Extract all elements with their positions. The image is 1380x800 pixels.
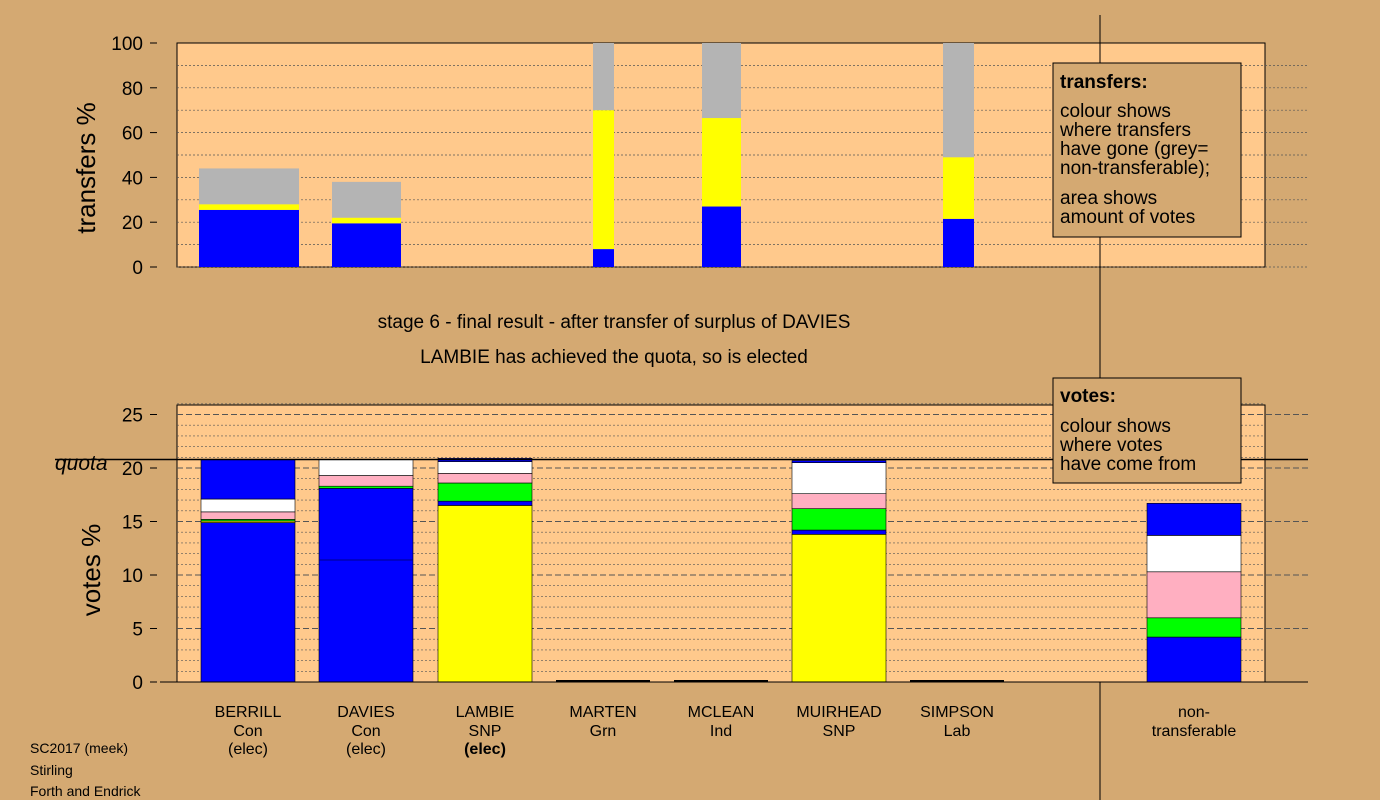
vote-segment-lambie [437,482,533,502]
votes-chart: 0 5 10 15 20 25 quota votes % [55,403,1308,694]
vote-segment-davies [318,488,414,683]
votes-tick-label: 25 [122,406,143,427]
votes-tick-label: 10 [122,566,143,587]
vote-segment-muirhead [791,529,887,535]
candidate-name: DAVIES [337,704,395,721]
candidate-status: (elec) [464,741,506,758]
vote-segment-berrill [200,522,296,683]
footer-line: Forth and Endrick [30,783,141,799]
votes-legend: votes: colour shows where votes have com… [1052,377,1242,484]
vote-segment-berrill [200,511,296,520]
transfers-tick-label: 20 [122,213,143,234]
vote-segment-non-transferable [1146,535,1242,573]
candidate-labels: BERRILLCon(elec)DAVIESCon(elec)LAMBIESNP… [215,704,994,758]
candidate-status: (elec) [346,741,386,758]
transfer-segment-lambie [593,249,614,267]
transfers-legend-title: transfers: [1060,72,1148,93]
votes-legend-line: colour shows [1060,416,1171,437]
vote-segment-lambie [437,473,533,484]
votes-legend-line: have come from [1060,454,1196,475]
nontransferable-label: transferable [1152,723,1237,740]
stage-subtitle: LAMBIE has achieved the quota, so is ele… [420,347,808,368]
votes-axis-label: votes % [76,524,106,617]
footer-line: Stirling [30,762,73,778]
footer-line: SC2017 (meek) [30,740,128,756]
stage-title: stage 6 - final result - after transfer … [378,312,851,333]
vote-segment-davies [318,475,414,487]
votes-legend-line: where votes [1059,435,1162,456]
transfers-legend-line: have gone (grey= [1060,139,1208,160]
transfers-legend-line: where transfers [1059,120,1191,141]
vote-segment-davies [318,485,414,489]
vote-segment-davies [318,459,414,476]
transfers-tick-label: 80 [122,79,143,100]
transfer-segment-simpson [943,157,974,219]
votes-legend-title: votes: [1060,386,1116,407]
transfer-segment-berrill [199,209,299,267]
vote-segment-non-transferable [1146,617,1242,638]
transfer-segment-davies [332,217,401,224]
transfer-segment-mclean [702,118,741,207]
votes-tick-label: 5 [132,620,143,641]
candidate-party: Lab [944,723,971,740]
candidate-name: MARTEN [569,704,636,721]
vote-segment-muirhead [791,493,887,509]
transfers-axis-label: transfers % [71,102,101,234]
vote-segment-lambie [437,500,533,506]
vote-segment-muirhead [791,508,887,531]
candidate-party: Grn [590,723,617,740]
transfer-segment-mclean [702,43,741,119]
transfers-legend-line: amount of votes [1060,207,1195,228]
nontransferable-label: non- [1178,704,1210,721]
votes-tick-label: 20 [122,459,143,480]
candidate-party: Con [351,723,380,740]
candidate-party: Con [233,723,262,740]
vote-segment-lambie [437,505,533,683]
votes-tick-label: 15 [122,513,143,534]
transfer-segment-davies [332,181,401,218]
vote-segment-non-transferable [1146,503,1242,536]
transfer-segment-davies [332,223,401,267]
candidate-party: Ind [710,723,732,740]
candidate-name: BERRILL [215,704,282,721]
transfers-legend-line: area shows [1060,188,1157,209]
candidate-name: MCLEAN [688,704,755,721]
transfer-segment-lambie [593,43,614,111]
candidate-name: MUIRHEAD [796,704,881,721]
transfer-segment-mclean [702,206,741,267]
transfers-tick-label: 100 [111,34,143,55]
transfer-segment-simpson [943,43,974,158]
transfer-segment-berrill [199,204,299,210]
votes-tick-label: 0 [132,673,143,694]
vote-segment-muirhead [791,534,887,683]
transfers-legend: transfers: colour shows where transfers … [1052,62,1242,238]
candidate-party: SNP [823,723,856,740]
quota-label: quota [55,452,108,475]
vote-segment-non-transferable [1146,636,1242,683]
vote-segment-lambie [437,461,533,474]
vote-segment-muirhead [791,462,887,494]
vote-segment-non-transferable [1146,571,1242,619]
vote-segment-muirhead [791,460,887,463]
candidate-name: SIMPSON [920,704,994,721]
candidate-status: (elec) [228,741,268,758]
candidate-party: SNP [469,723,502,740]
transfer-segment-berrill [199,168,299,205]
vote-segment-berrill [200,459,296,500]
transfers-legend-line: colour shows [1060,101,1171,122]
transfers-legend-line: non-transferable); [1060,158,1210,179]
vote-segment-berrill [200,498,296,513]
transfers-tick-label: 40 [122,168,143,189]
transfers-tick-label: 60 [122,124,143,145]
transfer-segment-lambie [593,110,614,250]
transfers-tick-label: 0 [132,258,143,279]
candidate-name: LAMBIE [456,704,515,721]
transfer-segment-simpson [943,218,974,267]
